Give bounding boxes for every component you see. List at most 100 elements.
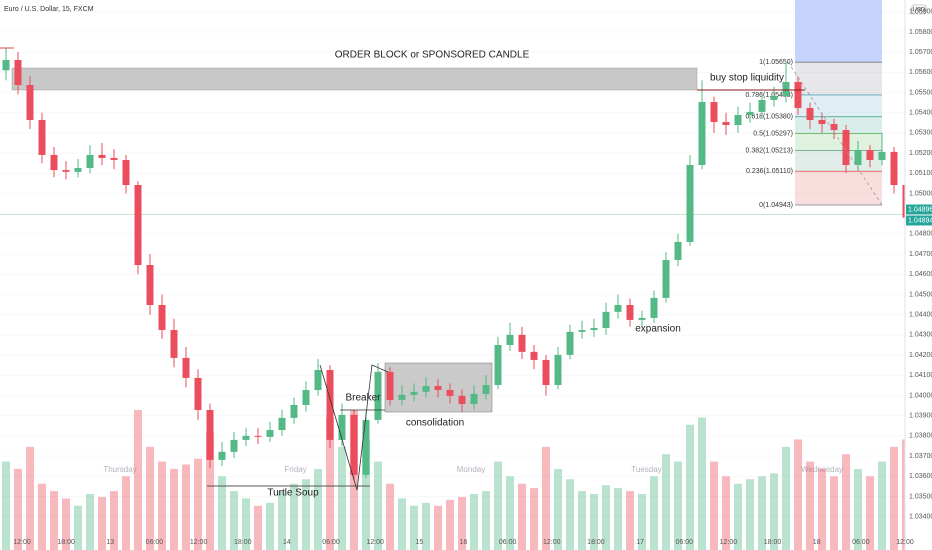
x-tick-label: 18 [813, 539, 821, 546]
y-tick-label: 1.03500 [909, 493, 932, 500]
candle-body [302, 390, 310, 405]
prev-price-tag [906, 215, 932, 226]
y-tick-label: 1.05000 [909, 190, 932, 197]
volume-bar [854, 468, 862, 550]
y-tick-label: 1.03800 [909, 433, 932, 440]
y-tick-label: 1.04100 [909, 372, 932, 379]
volume-bar [698, 417, 706, 550]
volume-bar [710, 461, 718, 550]
candle-body [374, 371, 382, 420]
volume-bar [890, 446, 898, 550]
candle-body [62, 170, 70, 172]
fib-label: 0(1.04943) [759, 202, 793, 209]
candle-body [638, 317, 646, 320]
volume-bar [86, 494, 94, 550]
candle-body [410, 391, 418, 395]
candle-body [26, 85, 34, 120]
y-tick-label: 1.05100 [909, 170, 932, 177]
candle-body [590, 328, 598, 331]
candle-body [818, 119, 826, 125]
volume-bar [542, 446, 550, 550]
volume-bar [182, 464, 190, 550]
fib-label: 0.5(1.05297) [753, 130, 793, 137]
volume-layer [2, 410, 910, 550]
order-block-box [11, 67, 698, 91]
x-tick-label: 18:00 [764, 539, 782, 546]
volume-bar [614, 488, 622, 550]
candle-body [722, 121, 730, 126]
candle-body [542, 359, 550, 385]
consolidation-label: consolidation [406, 418, 464, 429]
day-label: Wednesday [801, 465, 843, 474]
volume-bar [50, 491, 58, 550]
volume-bar [74, 505, 82, 550]
candle-body [698, 102, 706, 166]
candle-body [566, 331, 574, 355]
candle-body [386, 371, 394, 400]
candle-body [338, 414, 346, 440]
y-tick-label: 1.04500 [909, 291, 932, 298]
y-tick-label: 1.05900 [909, 9, 932, 16]
fib-zone [795, 116, 882, 134]
candle-body [314, 370, 322, 391]
volume-bar [866, 476, 874, 550]
y-tick-label: 1.05300 [909, 130, 932, 137]
axis-layer: 1.03400 1.03500 1.03600 1.03700 1.03800 1.039… [13, 9, 932, 546]
candle-body [110, 157, 118, 160]
x-tick-label: 06:00 [852, 539, 870, 546]
volume-bar [158, 461, 166, 550]
x-tick-label: 15 [415, 539, 423, 546]
candle-body [230, 439, 238, 452]
volume-bar [374, 461, 382, 550]
volume-bar [218, 476, 226, 550]
y-tick-label: 1.04400 [909, 312, 932, 319]
candle-body [170, 330, 178, 358]
candle-body [794, 82, 802, 109]
candle-body [494, 344, 502, 385]
volume-bar [722, 476, 730, 550]
volume-bar [638, 494, 646, 550]
volume-bar [482, 491, 490, 550]
candle-body [350, 414, 358, 475]
expansion-label: expansion [635, 324, 681, 335]
volume-bar [338, 446, 346, 550]
x-tick-label: 12:00 [896, 539, 914, 546]
volume-bar [662, 454, 670, 550]
volume-bar [770, 473, 778, 550]
x-tick-label: 17 [636, 539, 644, 546]
volume-bar [830, 476, 838, 550]
candle-body [482, 384, 490, 394]
volume-bar [602, 485, 610, 550]
volume-bar [410, 505, 418, 550]
candle-body [614, 304, 622, 312]
volume-bar [470, 494, 478, 550]
candle-body [38, 119, 46, 155]
chart-title: Euro / U.S. Dollar, 15, FXCM [4, 6, 94, 13]
candle-body [74, 168, 82, 172]
volume-bar [26, 446, 34, 550]
volume-bar [566, 479, 574, 550]
volume-bar [758, 476, 766, 550]
volume-bar [554, 468, 562, 550]
volume-bar [194, 458, 202, 550]
candle-body [122, 159, 130, 186]
y-tick-label: 1.04300 [909, 332, 932, 339]
candle-body [2, 59, 10, 71]
candle-body [50, 154, 58, 171]
day-label: Friday [284, 465, 306, 474]
y-tick-label: 1.04800 [909, 231, 932, 238]
candle-body [446, 390, 454, 396]
volume-bar [14, 468, 22, 550]
y-tick-label: 1.04600 [909, 271, 932, 278]
y-tick-label: 1.04000 [909, 392, 932, 399]
day-label: Thursday [103, 465, 136, 474]
candle-body [578, 330, 586, 332]
day-label: Monday [457, 465, 485, 474]
position-box [795, 0, 882, 62]
candle-body [734, 114, 742, 126]
fib-label: 0.236(1.05110) [746, 168, 793, 175]
y-tick-label: 1.05700 [909, 49, 932, 56]
volume-bar [746, 479, 754, 550]
volume-bar [386, 483, 394, 550]
fib-label: 0.786(1.05488) [746, 92, 793, 99]
